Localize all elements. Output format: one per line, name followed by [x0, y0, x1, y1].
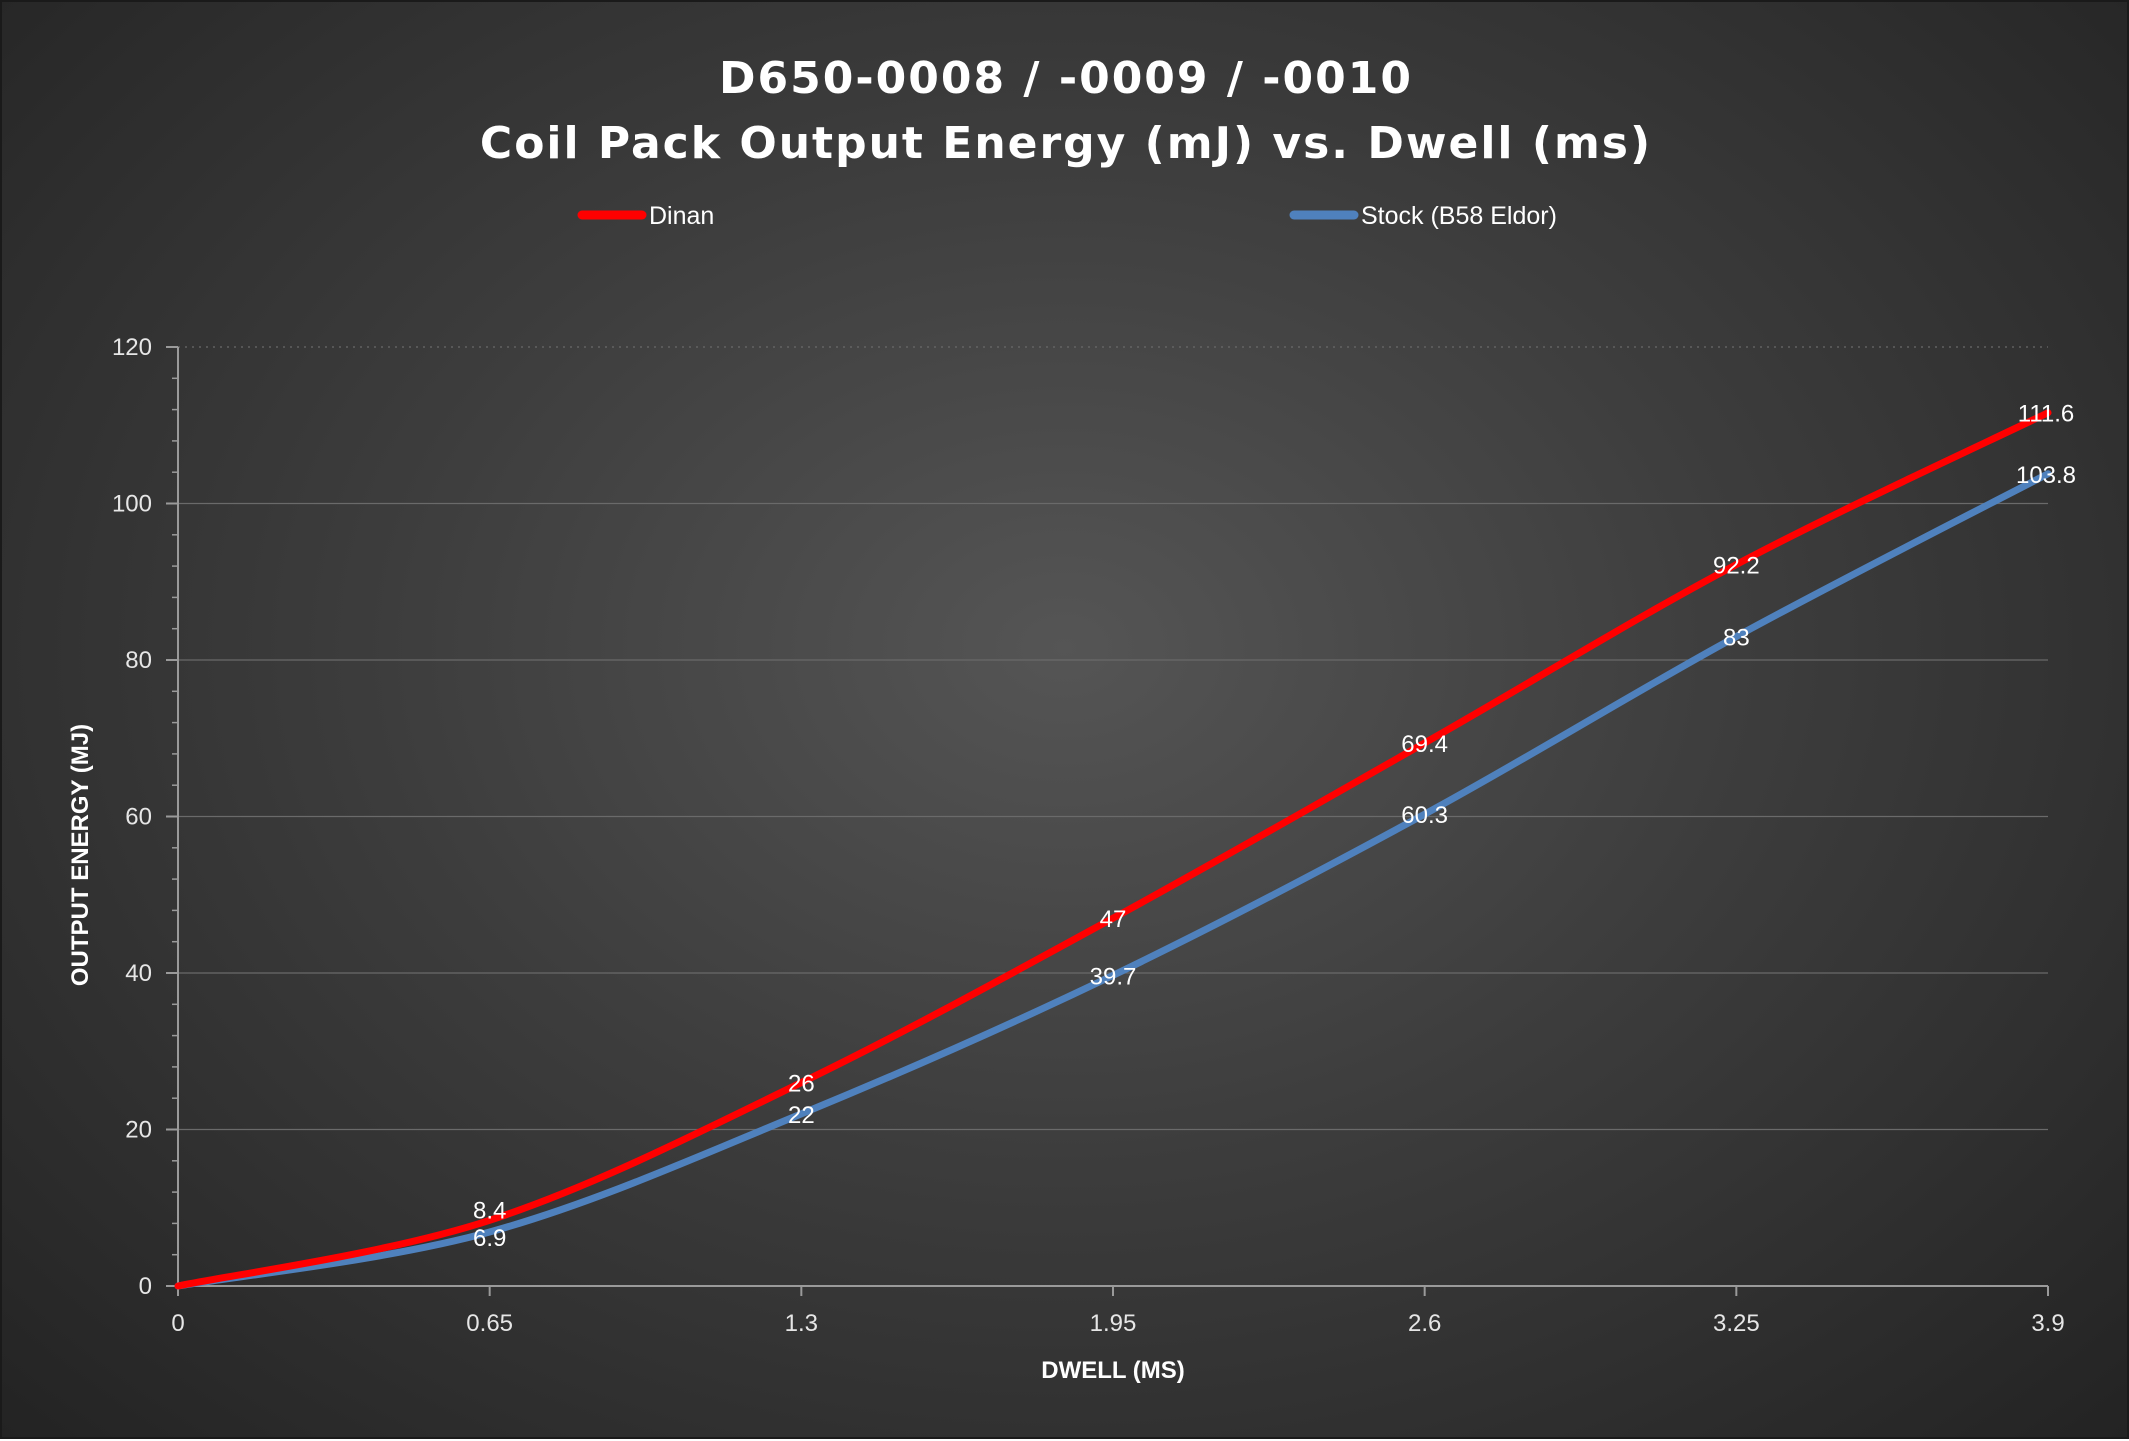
data-label-dinan: 47	[1100, 906, 1127, 933]
data-label-dinan: 92.2	[1713, 553, 1760, 580]
legend: Dinan Stock (B58 Eldor)	[577, 202, 1557, 230]
data-label-dinan: 26	[788, 1071, 815, 1098]
data-label-stock: 6.9	[473, 1225, 506, 1252]
y-tick-label: 80	[125, 647, 152, 674]
y-tick-label: 0	[139, 1273, 152, 1300]
data-label-stock: 39.7	[1090, 963, 1137, 990]
series-line-stock	[174, 470, 2052, 1290]
axes	[166, 346, 2049, 1296]
y-tick-label: 100	[112, 491, 152, 518]
x-tick-label: 1.3	[785, 1310, 818, 1337]
x-tick-label: 0	[171, 1310, 184, 1337]
legend-label-stock: Stock (B58 Eldor)	[1361, 202, 1557, 230]
data-label-stock: 22	[788, 1102, 815, 1129]
series-line-dinan	[174, 409, 2052, 1290]
y-tick-label: 60	[125, 804, 152, 831]
x-axis-title: DWELL (MS)	[1041, 1357, 1185, 1384]
y-tick-label: 120	[112, 334, 152, 361]
grid-lines	[178, 346, 2048, 1131]
x-tick-label: 0.65	[466, 1310, 513, 1337]
x-tick-label: 1.95	[1090, 1310, 1137, 1337]
y-tick-label: 40	[125, 960, 152, 987]
data-label-dinan: 111.6	[2018, 401, 2075, 428]
data-label-dinan: 8.4	[473, 1197, 506, 1224]
data-label-stock: 60.3	[1401, 802, 1448, 829]
chart-title-line2: Coil Pack Output Energy (mJ) vs. Dwell (…	[480, 118, 1652, 169]
data-label-stock: 103.8	[2016, 462, 2076, 489]
data-label-stock: 83	[1723, 625, 1750, 652]
data-label-dinan: 69.4	[1401, 731, 1448, 758]
legend-label-dinan: Dinan	[649, 202, 714, 230]
x-tick-label: 2.6	[1408, 1310, 1441, 1337]
tick-labels: 0 20 40 60 80 100 120 0 0.65 1.3 1.95 2.6 3.25 3.9	[112, 334, 2065, 1337]
y-axis-title: OUTPUT ENERGY (MJ)	[67, 724, 94, 986]
series-lines	[174, 409, 2052, 1290]
data-labels: 8.4 26 47 69.4 92.2 111.6 6.9 22 39.7 60.3 83 103.8	[473, 401, 2076, 1252]
chart-title-line1: D650-0008 / -0009 / -0010	[719, 53, 1413, 104]
y-tick-label: 20	[125, 1117, 152, 1144]
x-tick-label: 3.25	[1713, 1310, 1760, 1337]
x-tick-label: 3.9	[2031, 1310, 2064, 1337]
